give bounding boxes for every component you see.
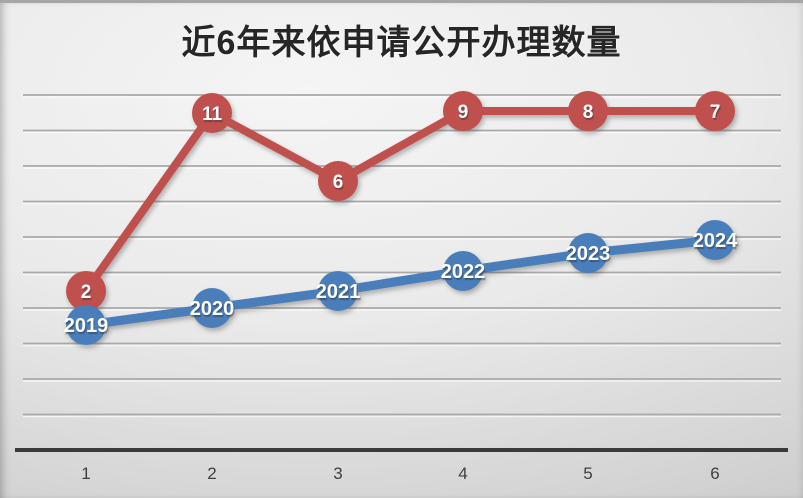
data-point-label: 6 xyxy=(333,172,344,193)
data-point-label: 2 xyxy=(81,282,92,303)
line-chart: 1 2 3 4 5 6 2 11 6 9 8 7 2019 2020 2021 2022 2023 2024 xyxy=(15,91,788,483)
data-point-marker xyxy=(695,220,735,260)
x-tick-label: 5 xyxy=(583,464,592,483)
data-point-label: 2024 xyxy=(693,230,738,252)
data-point-label: 2019 xyxy=(64,315,109,337)
data-point-label: 2023 xyxy=(566,243,611,265)
data-point-label: 11 xyxy=(202,104,223,125)
series-blue-years: 2019 2020 2021 2022 2023 2024 xyxy=(64,220,738,345)
data-point-label: 2020 xyxy=(190,298,235,320)
data-point-marker xyxy=(318,161,358,201)
data-point-marker xyxy=(192,93,232,133)
data-point-label: 8 xyxy=(583,102,594,123)
data-point-marker xyxy=(695,91,735,131)
series-red-counts: 2 11 6 9 8 7 xyxy=(66,91,735,311)
chart-title: 近6年来依申请公开办理数量 xyxy=(181,24,622,62)
data-point-marker xyxy=(568,233,608,273)
x-tick-label: 2 xyxy=(207,464,216,483)
series-line-red-counts xyxy=(82,107,719,295)
data-point-marker xyxy=(318,271,358,311)
data-point-marker xyxy=(66,271,106,311)
x-tick-label: 6 xyxy=(710,464,719,483)
data-point-label: 7 xyxy=(710,102,721,123)
x-tick-label: 4 xyxy=(458,464,467,483)
data-point-marker xyxy=(568,91,608,131)
data-point-marker xyxy=(443,91,483,131)
data-point-marker xyxy=(443,251,483,291)
data-point-label: 9 xyxy=(458,102,469,123)
data-point-marker xyxy=(66,305,106,345)
data-point-label: 2022 xyxy=(441,261,486,283)
series-line-blue-years xyxy=(81,235,720,330)
data-point-label: 2021 xyxy=(316,281,361,303)
x-tick-label: 3 xyxy=(333,464,342,483)
data-point-marker xyxy=(192,288,232,328)
x-tick-label: 1 xyxy=(81,464,90,483)
